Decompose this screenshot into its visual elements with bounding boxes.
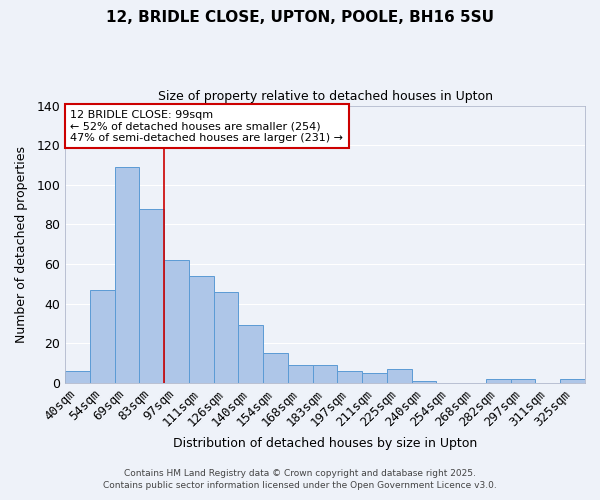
Bar xyxy=(486,379,511,383)
Bar xyxy=(189,276,214,383)
Bar xyxy=(65,371,90,383)
X-axis label: Distribution of detached houses by size in Upton: Distribution of detached houses by size … xyxy=(173,437,477,450)
Bar xyxy=(337,371,362,383)
Bar xyxy=(90,290,115,383)
Text: 12, BRIDLE CLOSE, UPTON, POOLE, BH16 5SU: 12, BRIDLE CLOSE, UPTON, POOLE, BH16 5SU xyxy=(106,10,494,25)
Title: Size of property relative to detached houses in Upton: Size of property relative to detached ho… xyxy=(158,90,493,103)
Bar xyxy=(164,260,189,383)
Bar xyxy=(263,353,288,383)
Y-axis label: Number of detached properties: Number of detached properties xyxy=(15,146,28,342)
Bar xyxy=(362,373,387,383)
Bar xyxy=(288,365,313,383)
Bar xyxy=(115,167,139,383)
Bar xyxy=(214,292,238,383)
Bar xyxy=(238,326,263,383)
Bar xyxy=(511,379,535,383)
Bar xyxy=(139,208,164,383)
Bar xyxy=(313,365,337,383)
Bar xyxy=(387,369,412,383)
Text: Contains HM Land Registry data © Crown copyright and database right 2025.
Contai: Contains HM Land Registry data © Crown c… xyxy=(103,469,497,490)
Text: 12 BRIDLE CLOSE: 99sqm
← 52% of detached houses are smaller (254)
47% of semi-de: 12 BRIDLE CLOSE: 99sqm ← 52% of detached… xyxy=(70,110,343,143)
Bar xyxy=(560,379,585,383)
Bar xyxy=(412,381,436,383)
